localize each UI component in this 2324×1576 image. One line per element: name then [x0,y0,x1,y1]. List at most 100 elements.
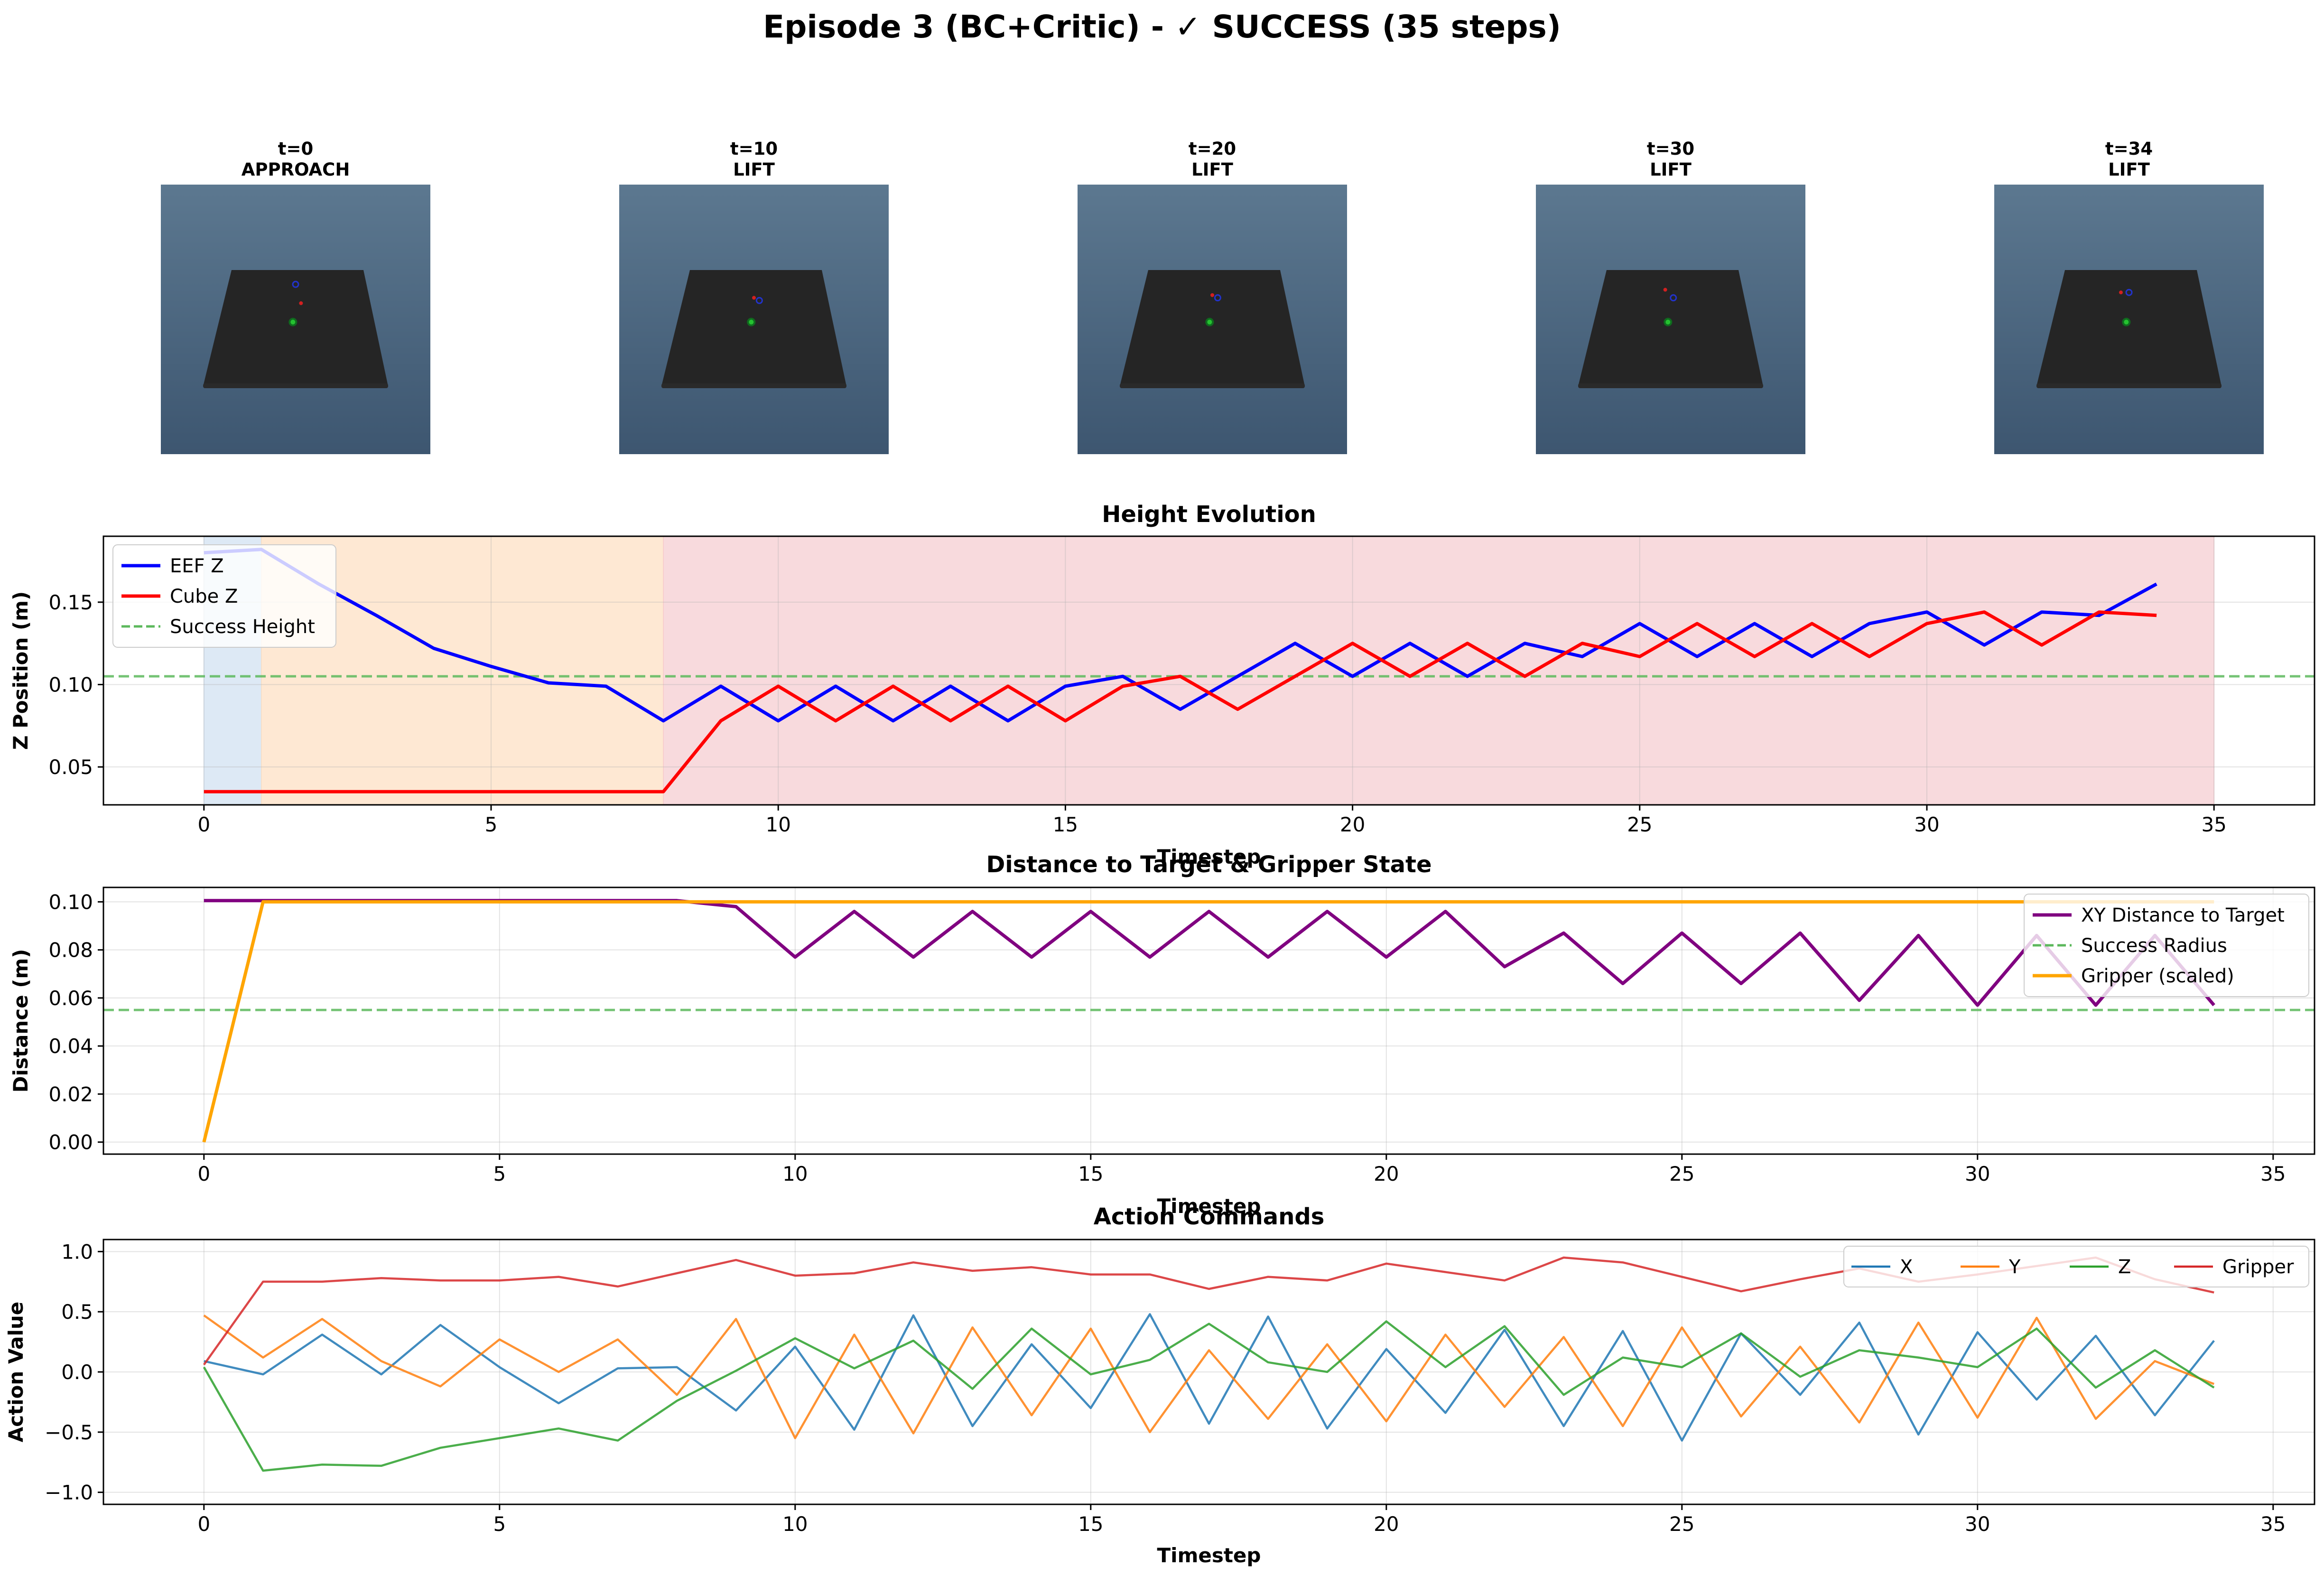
target-marker-core [1207,319,1212,325]
x-tick-label: 5 [493,1162,506,1185]
y-tick-label: 0.05 [48,755,93,779]
chart-title: Action Commands [1094,1203,1325,1230]
x-tick-label: 10 [782,1162,808,1185]
x-tick-label: 30 [1965,1512,1990,1536]
x-tick-label: 20 [1374,1512,1399,1536]
table-edge [203,383,388,388]
frame-0-title: t=0 APPROACH [161,139,430,180]
figure-title: Episode 3 (BC+Critic) - ✓ SUCCESS (35 st… [763,9,1561,45]
frame-1-scene [661,270,846,388]
table-edge [661,383,846,388]
cube-marker [1210,293,1214,297]
x-tick-label: 25 [1669,1512,1694,1536]
legend-box [112,544,336,648]
legend-label: Gripper (scaled) [2081,965,2234,987]
cube-marker [752,296,756,300]
y-tick-label: 0.15 [48,591,93,614]
frame-4-image [1994,185,2264,454]
target-marker-core [1665,319,1671,325]
series-cube-z [204,610,2157,793]
y-tick-label: 0.02 [48,1082,93,1106]
frame-0-scene [203,270,388,388]
frame-1-image [619,185,889,454]
table-top [203,270,388,386]
legend-label: Z [2118,1256,2131,1278]
chart-1: 0 5 10 15 20 25 30 35 0.00 0.02 0.04 0.06 0.08 0.10 Di… [9,851,2315,1218]
legend-label: Y [2008,1256,2021,1278]
table-edge [1578,383,1763,388]
x-tick-label: 0 [197,813,210,836]
y-tick-label: 0.06 [48,987,93,1010]
x-tick-label: 15 [1053,813,1078,836]
x-axis-label: Timestep [1157,1544,1261,1567]
frame-2-time: t=20 [1188,139,1236,159]
x-tick-label: 0 [197,1512,210,1536]
legend-label: Success Radius [2081,935,2227,957]
series-gripper-scaled- [202,900,2214,1143]
x-tick-label: 30 [1965,1162,1990,1185]
eef-marker [1670,294,1677,302]
frame-3-scene [1578,270,1763,388]
x-tick-label: 35 [2201,813,2226,836]
frame-4-scene [2036,270,2222,388]
frame-4-time: t=34 [2105,139,2153,159]
series-xy-distance-to-target [204,899,2215,1007]
x-tick-label: 5 [485,813,498,836]
cube-marker [299,301,303,305]
series-y [203,1314,2215,1439]
x-tick-label: 15 [1078,1512,1103,1536]
axes-frame [102,535,2315,806]
cube-marker [2119,290,2123,295]
y-axis-label: Distance (m) [9,949,32,1093]
legend-label: Success Height [170,616,315,638]
series-eef-z [204,548,2157,723]
target-marker-core [749,319,754,325]
x-tick-label: 35 [2260,1512,2286,1536]
frame-2-scene [1120,270,1305,388]
frame-2-title: t=20 LIFT [1078,139,1347,180]
series-x [204,1313,2215,1442]
y-tick-label: −0.5 [45,1421,93,1444]
frame-4-phase: LIFT [2108,159,2150,180]
chart-title: Distance to Target & Gripper State [986,851,1432,878]
frame-3-image [1536,185,1805,454]
frame-3-title: t=30 LIFT [1536,139,1805,180]
frame-4-title: t=34 LIFT [1994,139,2264,180]
frame-1-title: t=10 LIFT [619,139,889,180]
table-edge [2036,383,2222,388]
series-z [203,1320,2215,1472]
x-tick-label: 5 [493,1512,506,1536]
y-tick-label: 0.10 [48,673,93,697]
table-top [1120,270,1305,386]
x-axis-label: Timestep [1157,1194,1261,1218]
chart-2: 0 5 10 15 20 25 30 35 −1.0 −0.5 0.0 0.5 1.0 Action Co… [4,1203,2315,1567]
target-marker-core [290,319,296,325]
target-marker-core [2124,319,2129,325]
legend-box [2024,894,2309,997]
eef-marker [755,297,763,304]
chart-title: Height Evolution [1102,501,1316,528]
x-tick-label: 20 [1374,1162,1399,1185]
y-tick-label: −1.0 [45,1481,93,1504]
y-axis-label: Action Value [4,1302,28,1443]
y-tick-label: 0.0 [61,1361,93,1384]
axes-frame [102,886,2315,1155]
frame-0-time: t=0 [278,139,314,159]
frame-1-time: t=10 [730,139,778,159]
x-tick-label: 30 [1914,813,1939,836]
x-tick-label: 0 [197,1162,210,1185]
eef-marker [2125,289,2133,296]
legend-label: X [1900,1256,1913,1278]
legend-label: Gripper [2222,1256,2294,1278]
x-tick-label: 15 [1078,1162,1103,1185]
x-axis-label: Timestep [1157,845,1261,868]
y-tick-label: 0.00 [48,1131,93,1154]
y-tick-label: 1.0 [61,1240,93,1263]
frame-0-image [161,185,430,454]
table-edge [1120,383,1305,388]
eef-marker [292,280,299,288]
y-tick-label: 0.10 [48,890,93,914]
frame-3-time: t=30 [1646,139,1695,159]
